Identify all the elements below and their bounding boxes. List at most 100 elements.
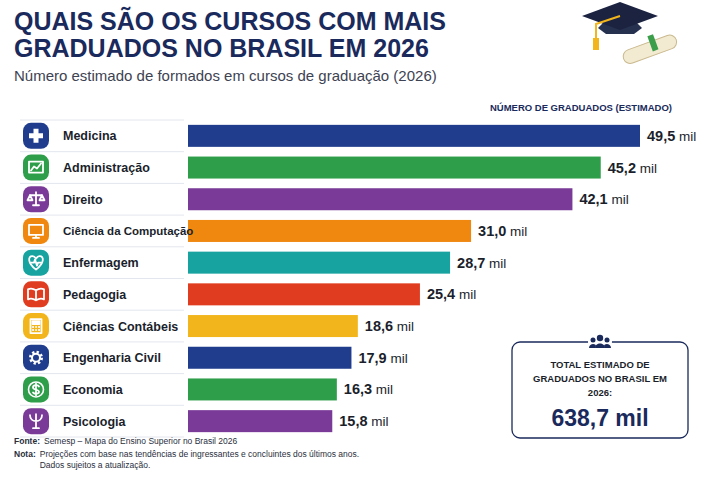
footnote-line: Projeções com base nas tendências de ing…: [40, 449, 359, 459]
total-label: TOTAL ESTIMADO DEGRADUADOS NO BRASIL EM2…: [533, 359, 667, 398]
data-label-number: 25,4: [427, 286, 455, 302]
data-label-unit: mil: [372, 382, 393, 397]
subtitle: Número estimado de formados em cursos de…: [14, 67, 437, 84]
tassel-cord: [596, 16, 620, 40]
icon-glyph: [29, 162, 43, 173]
data-label: 49,5 mil: [647, 128, 696, 144]
person: [589, 344, 596, 348]
icon-glyph: [31, 319, 42, 333]
footnote: Nota: Projeções com base nas tendências d…: [14, 449, 359, 470]
data-label: 18,6 mil: [365, 318, 414, 334]
data-label-number: 18,6: [365, 318, 393, 334]
data-label-number: 42,1: [579, 191, 607, 207]
data-label-unit: mil: [485, 256, 506, 271]
total-frame: [512, 342, 688, 438]
icon-bg: [23, 218, 49, 244]
icon-glyph: [33, 321, 40, 324]
total-box: TOTAL ESTIMADO DEGRADUADOS NO BRASIL EM2…: [512, 330, 688, 438]
icon-glyph: [31, 352, 42, 363]
category-label: Administração: [63, 161, 150, 175]
row-separator: [20, 310, 184, 311]
row-separator: [20, 120, 184, 121]
data-label-unit: mil: [368, 414, 389, 429]
title-line: QUAIS SÃO OS CURSOS COM MAIS: [14, 6, 446, 35]
diploma: [621, 33, 678, 65]
bar: [188, 283, 420, 305]
person: [605, 338, 610, 343]
row-separator: [20, 183, 184, 184]
data-label: 25,4 mil: [427, 286, 476, 302]
person: [595, 344, 605, 349]
icon-bg: [23, 186, 49, 212]
data-label: 45,2 mil: [608, 160, 657, 176]
icon-bg: [23, 250, 49, 276]
person: [591, 338, 596, 343]
axis-title: NÚMERO DE GRADUADOS (ESTIMADO): [490, 102, 672, 113]
icon-glyph: [33, 327, 39, 330]
diploma-ribbon: [647, 34, 658, 51]
data-label: 28,7 mil: [457, 255, 506, 271]
bar: [188, 157, 601, 179]
data-label: 42,1 mil: [579, 191, 628, 207]
row-separator: [20, 246, 184, 247]
people-bg: [588, 330, 612, 354]
row-separator: [20, 341, 184, 342]
bar: [188, 347, 351, 369]
footnote-line: Dados sujeitos a atualização.: [40, 460, 151, 470]
footnote-prefix: Nota:: [14, 449, 36, 459]
icon-bg: [23, 345, 49, 371]
icon-bg: [23, 376, 49, 402]
category-icon: [23, 155, 49, 181]
row-separator: [20, 215, 184, 216]
icon-glyph: [33, 383, 39, 395]
category-icon: [23, 123, 49, 149]
data-label: 16,3 mil: [344, 381, 393, 397]
icon-glyph: [33, 235, 39, 238]
icon-glyph: [30, 414, 42, 428]
bar: [188, 188, 572, 210]
icon-bg: [23, 123, 49, 149]
bar: [188, 125, 640, 147]
category-label: Enfermagem: [63, 256, 139, 270]
data-label-unit: mil: [387, 351, 408, 366]
row-separator: [20, 405, 184, 406]
data-label-number: 49,5: [647, 128, 675, 144]
icon-bg: [23, 281, 49, 307]
total-label-line: GRADUADOS NO BRASIL EM: [533, 373, 667, 384]
icon-glyph: [31, 260, 41, 266]
category-label: Economia: [63, 383, 124, 397]
icon-glyph: [29, 129, 43, 143]
total-label-line: 2026:: [588, 387, 612, 398]
bar: [188, 315, 358, 337]
title: QUAIS SÃO OS CURSOS COM MAISGRADUADOS NO…: [14, 6, 446, 62]
category-icon: [23, 313, 49, 339]
row-separator: [20, 373, 184, 374]
icon-bg: [23, 313, 49, 339]
category-icon: [23, 408, 49, 434]
category-icon: [23, 345, 49, 371]
data-label-number: 15,8: [339, 413, 367, 429]
category-icon: [23, 376, 49, 402]
data-label-number: 31,0: [478, 223, 506, 239]
category-label: Ciência da Computação: [63, 225, 193, 237]
bar: [188, 252, 450, 274]
footnote-line: Semesp – Mapa do Ensino Superior no Bras…: [44, 436, 238, 446]
category-label: Psicologia: [63, 415, 127, 429]
bar: [188, 220, 471, 242]
icon-glyph: [31, 164, 41, 171]
cap-icon: [582, 2, 679, 65]
icon-glyph: [32, 354, 40, 362]
category-icon: [23, 281, 49, 307]
category-label: Ciências Contábeis: [63, 320, 178, 334]
category-label: Direito: [63, 193, 103, 207]
title-line: GRADUADOS NO BRASIL EM 2026: [14, 34, 429, 62]
data-label-unit: mil: [506, 224, 527, 239]
tassel: [593, 38, 599, 50]
data-label-number: 17,9: [358, 350, 386, 366]
row-separator: [20, 278, 184, 279]
data-label-unit: mil: [675, 129, 696, 144]
icon-bg: [23, 408, 49, 434]
bar: [188, 378, 337, 400]
bar: [188, 410, 332, 432]
data-label-unit: mil: [393, 319, 414, 334]
